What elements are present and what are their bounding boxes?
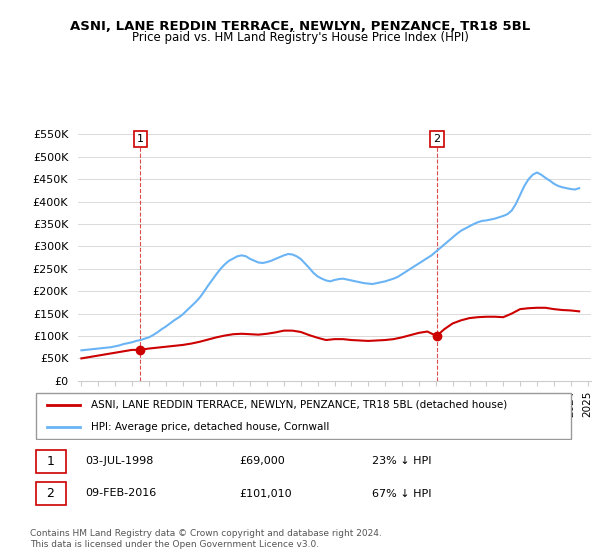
Text: 1: 1 xyxy=(46,455,55,468)
Text: 67% ↓ HPI: 67% ↓ HPI xyxy=(372,488,432,498)
Text: 03-JUL-1998: 03-JUL-1998 xyxy=(85,456,154,466)
Text: Contains HM Land Registry data © Crown copyright and database right 2024.: Contains HM Land Registry data © Crown c… xyxy=(30,529,382,538)
Text: ASNI, LANE REDDIN TERRACE, NEWLYN, PENZANCE, TR18 5BL (detached house): ASNI, LANE REDDIN TERRACE, NEWLYN, PENZA… xyxy=(91,400,507,410)
Text: Price paid vs. HM Land Registry's House Price Index (HPI): Price paid vs. HM Land Registry's House … xyxy=(131,31,469,44)
Text: 2: 2 xyxy=(434,134,440,144)
Text: HPI: Average price, detached house, Cornwall: HPI: Average price, detached house, Corn… xyxy=(91,422,329,432)
Text: This data is licensed under the Open Government Licence v3.0.: This data is licensed under the Open Gov… xyxy=(30,540,319,549)
Text: ASNI, LANE REDDIN TERRACE, NEWLYN, PENZANCE, TR18 5BL: ASNI, LANE REDDIN TERRACE, NEWLYN, PENZA… xyxy=(70,20,530,32)
FancyBboxPatch shape xyxy=(35,482,66,505)
FancyBboxPatch shape xyxy=(35,450,66,473)
Text: 09-FEB-2016: 09-FEB-2016 xyxy=(85,488,157,498)
FancyBboxPatch shape xyxy=(35,393,571,438)
Text: £101,010: £101,010 xyxy=(240,488,292,498)
Text: 1: 1 xyxy=(137,134,144,144)
Text: 2: 2 xyxy=(46,487,55,500)
Text: £69,000: £69,000 xyxy=(240,456,286,466)
Text: 23% ↓ HPI: 23% ↓ HPI xyxy=(372,456,432,466)
